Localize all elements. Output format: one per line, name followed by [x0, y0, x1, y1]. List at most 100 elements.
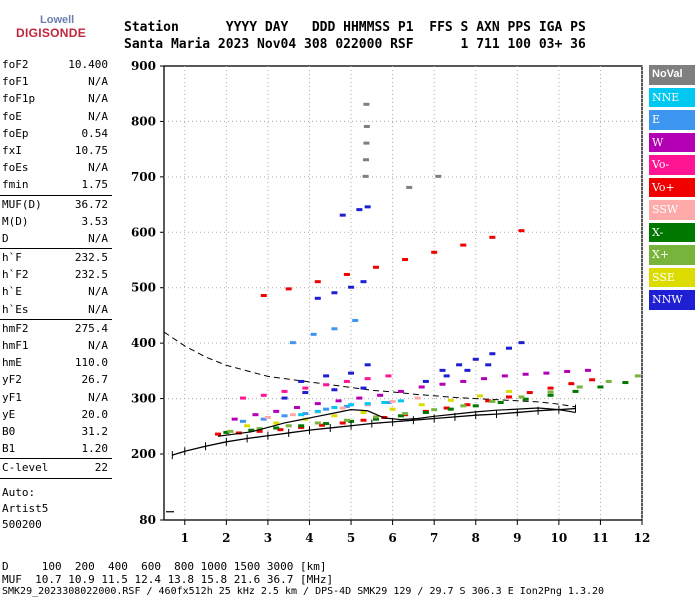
echo-point: [547, 393, 554, 397]
param-row: hmE 110.0: [0, 354, 112, 371]
echo-point: [314, 409, 321, 413]
echo-point: [363, 124, 370, 128]
echo-point: [314, 296, 321, 300]
echo-point: [489, 235, 496, 239]
param-value: N/A: [88, 75, 108, 89]
echo-point: [622, 381, 629, 385]
echo-point: [634, 374, 641, 378]
echo-point: [372, 417, 379, 421]
echo-point: [501, 374, 508, 378]
echo-point: [485, 363, 492, 367]
echo-point: [239, 419, 246, 423]
echo-point: [323, 407, 330, 411]
echo-point: [464, 403, 471, 407]
echo-point: [397, 389, 404, 393]
scaled-parameters-panel: foF2 10.400 foF1 N/A foF1p N/A foE N/A foEp 0.54 f…: [0, 56, 112, 479]
echo-point: [323, 383, 330, 387]
x-tick-label: 4: [305, 531, 313, 545]
param-label: h`F2: [2, 268, 29, 282]
true-height-trace: [217, 407, 576, 437]
x-tick-label: 11: [592, 531, 609, 545]
echo-point: [343, 379, 350, 383]
echo-point: [362, 174, 369, 178]
param-row: MUF(D) 36.72: [0, 196, 112, 213]
param-value: 232.5: [74, 268, 108, 282]
logo-product: DIGISONDE: [16, 26, 87, 40]
param-value: N/A: [88, 302, 108, 316]
echo-point: [318, 423, 325, 427]
param-value: 0.54: [81, 126, 109, 140]
auto-code: 500200: [2, 518, 42, 531]
echo-point: [406, 185, 413, 189]
echo-point: [314, 402, 321, 406]
param-value: 31.2: [81, 424, 109, 438]
echo-point: [472, 357, 479, 361]
param-row: yF1 N/A: [0, 389, 112, 406]
echo-point: [356, 208, 363, 212]
param-value: 26.7: [81, 373, 109, 387]
y-tick-label: 800: [131, 114, 156, 128]
param-value: 110.0: [74, 356, 108, 370]
auto-artist: Artist5: [2, 502, 49, 515]
echo-point: [302, 412, 309, 416]
echo-point: [289, 341, 296, 345]
echo-point: [360, 386, 367, 390]
echo-point: [422, 410, 429, 414]
echo-point: [435, 174, 442, 178]
echo-point: [385, 374, 392, 378]
echo-point: [256, 427, 263, 431]
echo-point: [273, 421, 280, 425]
param-value: 232.5: [74, 251, 108, 265]
param-value: 275.4: [74, 321, 108, 335]
param-label: hmF1: [2, 339, 29, 352]
y-tick-label: 900: [131, 59, 156, 73]
legend-item: SSW: [649, 200, 695, 220]
param-row: C-level 22: [0, 459, 112, 476]
echo-point: [489, 399, 496, 403]
param-row: hmF2 275.4: [0, 320, 112, 337]
param-separator: [0, 477, 112, 479]
echo-point: [526, 391, 533, 395]
x-tick-label: 1: [181, 531, 189, 545]
plot-frame: [163, 65, 643, 521]
echo-point: [348, 403, 355, 407]
echo-point: [497, 401, 504, 405]
echo-point: [331, 388, 338, 392]
echo-point: [476, 394, 483, 398]
echo-point: [339, 213, 346, 217]
legend-item: W: [649, 132, 695, 152]
echo-point: [298, 379, 305, 383]
y-tick-label: 400: [131, 336, 156, 350]
param-row: h`F2 232.5: [0, 266, 112, 283]
echo-point: [418, 385, 425, 389]
echo-point: [331, 405, 338, 409]
param-label: foE: [2, 109, 22, 123]
echo-point: [348, 371, 355, 375]
echo-point: [223, 430, 230, 434]
echo-point: [360, 418, 367, 422]
param-row: B1 1.20: [0, 440, 112, 457]
x-tick-label: 12: [634, 531, 651, 545]
echo-point: [547, 386, 554, 390]
echo-point: [372, 265, 379, 269]
x-tick-label: 5: [347, 531, 355, 545]
polarization-legend: NoVal NNE E W Vo- Vo+ SSW X- X+ SSE NNW: [649, 65, 695, 313]
param-value: 20.0: [81, 407, 109, 421]
echo-point: [348, 419, 355, 423]
legend-item: SSE: [649, 267, 695, 287]
param-value: N/A: [88, 285, 108, 299]
echo-point: [343, 272, 350, 276]
echo-point: [589, 378, 596, 382]
header-line-2: Santa Maria 2023 Nov04 308 022000 RSF 1 …: [124, 37, 586, 52]
legend-item: NoVal: [649, 65, 695, 85]
param-value: N/A: [88, 109, 108, 123]
echo-point: [331, 291, 338, 295]
y-tick-label: 200: [131, 447, 156, 461]
header-line-1: Station YYYY DAY DDD HHMMSS P1 FFS S AXN…: [124, 20, 586, 35]
echo-point: [363, 158, 370, 162]
param-row: B0 31.2: [0, 423, 112, 440]
y-tick-label: 80: [139, 513, 156, 527]
echo-point: [298, 424, 305, 428]
echo-point: [381, 401, 388, 405]
echo-point: [418, 403, 425, 407]
